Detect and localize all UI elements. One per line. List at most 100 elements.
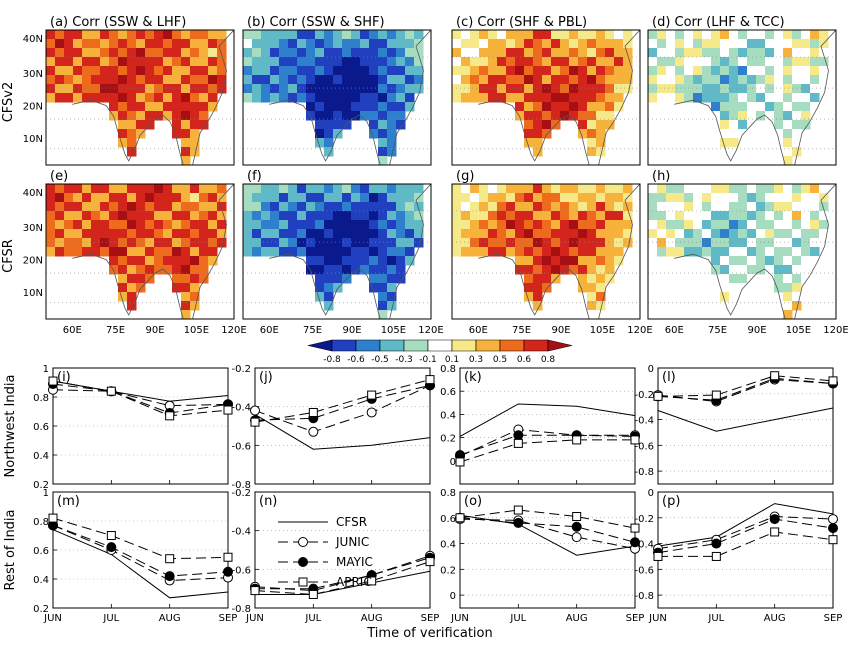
map-cell — [542, 283, 552, 293]
map-cell — [587, 102, 597, 112]
map-cell — [190, 265, 200, 275]
map-cell — [765, 229, 775, 239]
map-cell — [342, 193, 352, 203]
map-cell — [136, 193, 146, 203]
map-cell — [693, 238, 703, 248]
map-cell — [569, 193, 579, 203]
map-cell — [515, 93, 525, 103]
map-cell — [479, 247, 489, 257]
map-cell — [479, 93, 489, 103]
map-cell — [55, 30, 65, 40]
map-cell — [172, 102, 182, 112]
map-cell — [765, 202, 775, 212]
map-cell — [596, 147, 606, 157]
map-cell — [181, 238, 191, 248]
map-cell — [100, 247, 110, 257]
map-cell — [587, 120, 597, 130]
map-cell — [46, 202, 56, 212]
map-cell — [765, 39, 775, 49]
map-cell — [190, 30, 200, 40]
map-cell — [810, 256, 820, 266]
x-tick-label: JUN — [43, 613, 62, 624]
map-cell — [488, 48, 498, 58]
map-cell — [261, 220, 271, 230]
map-cell — [792, 193, 802, 203]
data-point-mayic — [513, 517, 524, 528]
y-tick-label: -0.8 — [231, 480, 251, 491]
map-cell — [756, 102, 766, 112]
map-cell — [127, 292, 137, 302]
map-cell — [82, 193, 92, 203]
map-cell — [306, 57, 316, 67]
data-point-apric — [828, 376, 838, 386]
map-cell — [145, 39, 155, 49]
map-cell — [270, 229, 280, 239]
map-cell — [324, 39, 334, 49]
series-line-apric — [52, 517, 229, 560]
map-cell — [378, 102, 388, 112]
map-cell — [306, 111, 316, 121]
coastline — [674, 184, 836, 319]
map-cell — [657, 229, 667, 239]
map-cell — [605, 211, 615, 221]
map-cell — [596, 274, 606, 284]
map-cell — [315, 247, 325, 257]
y-tick-label: -0.2 — [231, 488, 251, 499]
map-cell — [378, 48, 388, 58]
map-cell — [100, 193, 110, 203]
colorbar-swatch — [499, 339, 525, 352]
map-cell — [405, 238, 415, 248]
map-cell — [479, 39, 489, 49]
map-cell — [452, 84, 462, 94]
map-cell — [783, 283, 793, 293]
map-cell — [91, 30, 101, 40]
map-cell — [542, 202, 552, 212]
map-cell — [414, 84, 424, 94]
map-cell — [127, 247, 137, 257]
map-cell — [774, 211, 784, 221]
map-field — [243, 184, 431, 319]
map-cell — [199, 274, 209, 284]
map-cell — [396, 66, 406, 76]
map-cell — [738, 238, 748, 248]
map-cell — [810, 238, 820, 248]
map-cell — [569, 111, 579, 121]
map-cell — [190, 256, 200, 266]
map-cell — [324, 283, 334, 293]
map-cell — [261, 184, 271, 194]
map-cell — [774, 84, 784, 94]
map-cell — [578, 193, 588, 203]
map-cell — [542, 48, 552, 58]
map-cell — [387, 202, 397, 212]
map-cell — [360, 220, 370, 230]
map-cell — [91, 66, 101, 76]
data-point-apric — [48, 376, 58, 386]
map-cell — [560, 247, 570, 257]
map-cell — [297, 211, 307, 221]
map-cell — [360, 256, 370, 266]
map-cell — [252, 247, 262, 257]
y-tick-label: -0.6 — [231, 565, 251, 576]
map-cell — [729, 202, 739, 212]
map-cell — [729, 75, 739, 85]
x-tick-label: JUN — [245, 613, 264, 624]
map-cell — [756, 220, 766, 230]
map-cell — [190, 238, 200, 248]
map-cell — [587, 247, 597, 257]
map-cell — [172, 111, 182, 121]
map-cell — [819, 66, 829, 76]
map-cell — [82, 184, 92, 194]
map-cell — [801, 274, 811, 284]
map-cell — [792, 93, 802, 103]
map-cell — [297, 220, 307, 230]
map-cell — [279, 75, 289, 85]
map-cell — [208, 184, 218, 194]
map-cell — [666, 66, 676, 76]
map-cell — [414, 220, 424, 230]
map-cell — [342, 75, 352, 85]
map-cell — [172, 193, 182, 203]
map-cell — [190, 75, 200, 85]
map-cell — [208, 211, 218, 221]
coastline — [72, 30, 234, 165]
map-cell — [64, 229, 74, 239]
